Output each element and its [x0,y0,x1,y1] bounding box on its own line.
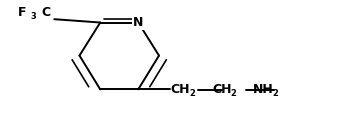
Text: NH: NH [253,83,274,96]
Text: 2: 2 [189,89,195,98]
Text: CH: CH [170,83,190,96]
Text: 2: 2 [272,89,278,98]
Text: F: F [18,6,26,19]
Text: 2: 2 [231,89,237,98]
Text: 3: 3 [31,12,36,21]
Text: C: C [41,6,50,19]
Text: CH: CH [212,83,232,96]
Text: N: N [133,16,143,29]
